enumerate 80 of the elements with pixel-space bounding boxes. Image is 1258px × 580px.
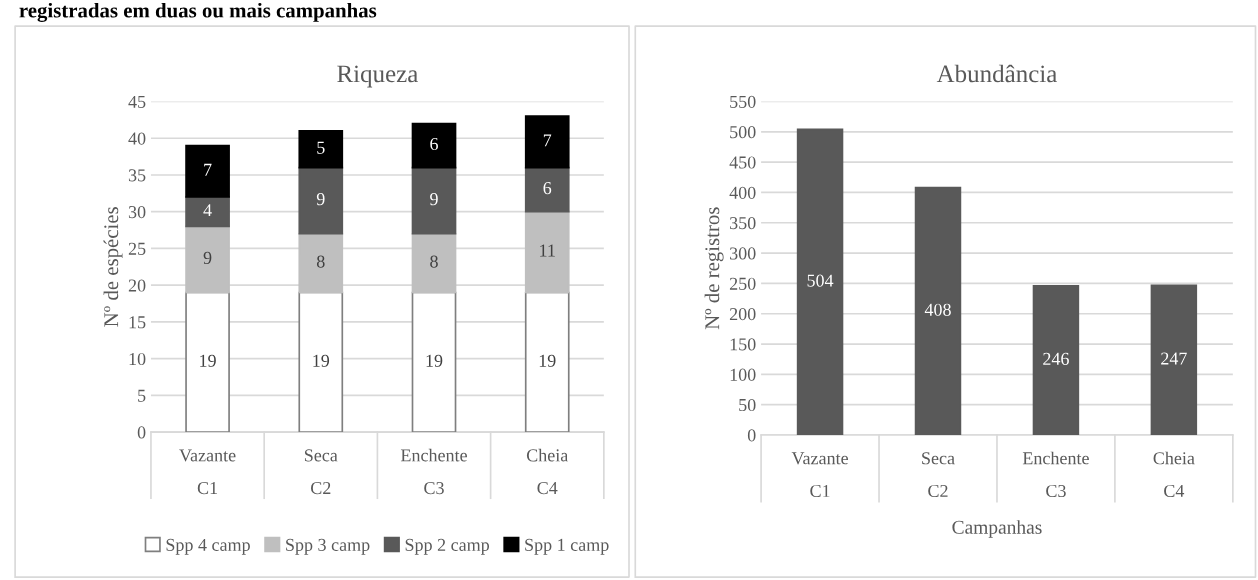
y-tick-label: 35 (128, 169, 146, 182)
data-label: 408 (924, 303, 951, 316)
data-label: 19 (313, 354, 330, 367)
y-tick-label: 5 (138, 389, 146, 402)
y-tick-label: 45 (128, 95, 146, 108)
y-tick-label: 15 (129, 316, 146, 329)
data-label: 19 (539, 354, 556, 367)
legend-label: Spp 2 camp (405, 538, 490, 555)
data-label: 247 (1161, 352, 1187, 365)
y-tick-label: 20 (128, 279, 146, 292)
bar (796, 128, 844, 435)
bar (185, 196, 230, 228)
y-tick-label: 10 (129, 352, 146, 366)
data-label: 246 (1043, 352, 1069, 365)
x-tick-label: Cheia C4 (1153, 451, 1195, 498)
y-tick-label: 40 (128, 132, 146, 145)
y-tick-label: 100 (730, 368, 756, 381)
x-tick-label: Vazante C1 (179, 449, 236, 495)
bar (185, 291, 230, 433)
bar (411, 291, 457, 433)
legend-label: Spp 1 camp (525, 538, 609, 555)
x-tick-label: Cheia C4 (526, 448, 569, 495)
data-label: 8 (430, 255, 438, 268)
bar (298, 166, 344, 235)
data-label: 9 (316, 193, 325, 206)
data-label: 5 (317, 141, 325, 154)
y-tick-label: 50 (739, 398, 756, 412)
bar (524, 291, 570, 433)
data-label: 4 (203, 204, 212, 217)
x-tick-label: Enchente C3 (1022, 451, 1089, 498)
bar (411, 166, 457, 235)
bar (524, 115, 570, 169)
data-label: 9 (430, 193, 438, 206)
chart-title: Riqueza (337, 65, 419, 88)
data-label: 19 (200, 354, 216, 367)
bar (298, 130, 344, 169)
text: registradas em duas ou mais campanhas (19, 2, 377, 22)
bar (914, 186, 962, 435)
y-tick-label: 30 (128, 205, 146, 219)
data-label: 504 (807, 274, 834, 287)
bar (185, 144, 230, 198)
data-label: 11 (540, 244, 555, 257)
bar (298, 232, 344, 294)
y-axis-title: Nº de espécies (103, 207, 123, 327)
bar (524, 166, 570, 213)
bar (298, 291, 344, 433)
legend-label: Spp 3 camp (286, 538, 370, 555)
chart-title: Abundância (936, 64, 1058, 83)
data-label: 8 (316, 255, 325, 268)
y-tick-label: 300 (730, 247, 756, 260)
bar (411, 122, 457, 169)
x-axis-title: Campanhas (952, 520, 1042, 538)
data-label: 6 (430, 137, 438, 151)
y-tick-label: 0 (137, 426, 146, 439)
y-tick-label: 150 (730, 338, 756, 351)
bar (185, 225, 230, 294)
bar (1150, 284, 1198, 435)
y-axis-title: Nº de registros (704, 207, 724, 330)
y-tick-label: 450 (729, 156, 756, 169)
y-tick-label: 25 (128, 242, 146, 255)
y-tick-label: 350 (730, 217, 756, 230)
y-tick-label: 0 (747, 429, 756, 442)
x-tick-label: Enchente C3 (400, 448, 467, 495)
data-label: 19 (426, 354, 443, 367)
data-label: 9 (203, 251, 212, 264)
bar (1032, 284, 1080, 435)
data-label: 7 (543, 134, 552, 147)
data-label: 6 (543, 182, 552, 195)
y-tick-label: 550 (730, 95, 756, 108)
bar (524, 210, 570, 294)
x-tick-label: Seca C2 (304, 449, 338, 495)
bar (411, 232, 457, 294)
x-tick-label: Seca C2 (922, 452, 955, 498)
y-tick-label: 200 (729, 307, 756, 321)
y-tick-label: 250 (729, 277, 756, 290)
legend-label: Spp 4 camp (166, 538, 250, 555)
x-tick-label: Vazante C1 (791, 452, 848, 498)
y-tick-label: 500 (730, 126, 756, 139)
y-tick-label: 400 (729, 186, 756, 199)
data-label: 7 (204, 163, 212, 176)
